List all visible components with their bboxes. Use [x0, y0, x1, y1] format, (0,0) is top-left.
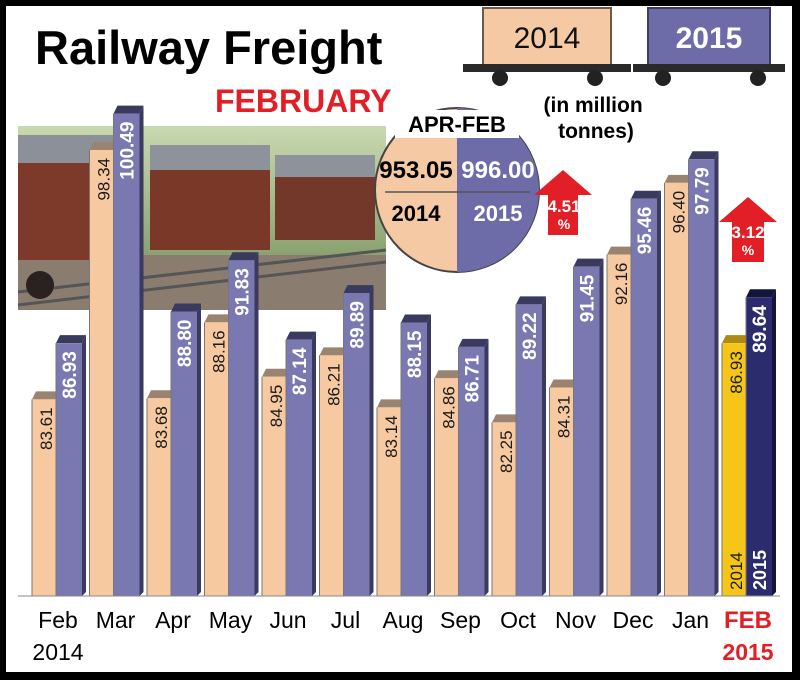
value-label-2015: 89.22	[520, 312, 541, 360]
x-tick-label: Mar	[96, 607, 136, 633]
value-label-2015: 100.49	[118, 122, 139, 180]
summary-year-2014: 2014	[392, 201, 442, 226]
legend-wagon-2014: 2014	[463, 7, 631, 86]
value-label-2014: 98.34	[95, 158, 114, 201]
value-label-2014: 96.40	[670, 191, 689, 234]
unit-note: (in million tonnes)	[544, 94, 649, 143]
x-tick-label: Feb	[38, 607, 78, 633]
x-tick-label: Jun	[269, 607, 306, 633]
value-label-2015: 95.46	[635, 207, 656, 255]
x-tick-label: Jul	[331, 607, 360, 633]
feb-bar-year-2015: 2015	[750, 550, 770, 590]
value-label-2014: 86.93	[727, 351, 746, 394]
legend-label-2015: 2015	[676, 22, 743, 55]
bar-2015	[343, 285, 374, 596]
x-tick-label: Jan	[672, 607, 709, 633]
train-photo	[17, 126, 387, 310]
legend: 2014 2015	[463, 7, 785, 86]
feb-bar-year-2014: 2014	[727, 552, 746, 590]
value-label-2014: 84.86	[440, 386, 459, 429]
value-label-2014: 86.21	[325, 363, 344, 406]
summary-growth-arrow: 4.51 %	[534, 170, 592, 235]
x-tick-label: Apr	[155, 607, 191, 633]
bar-2015	[170, 303, 201, 596]
value-label-2015: 97.79	[693, 167, 714, 215]
summary-heading: APR-FEB	[408, 112, 506, 137]
summary-year-2015: 2015	[474, 201, 523, 226]
value-label-2014: 83.68	[152, 406, 171, 449]
value-label-2015: 91.45	[578, 274, 599, 322]
bar-2014	[204, 314, 235, 596]
x-tick-year-first: 2014	[32, 639, 83, 665]
x-tick-label: Sep	[440, 607, 481, 633]
value-label-2014: 88.16	[210, 330, 229, 373]
chart-title: Railway Freight	[35, 21, 383, 74]
bar-2015	[630, 190, 661, 596]
x-tick-label: Aug	[383, 607, 424, 633]
chart-subtitle: FEBRUARY	[215, 83, 392, 119]
value-label-2014: 82.25	[497, 430, 516, 473]
value-label-2015: 88.80	[175, 320, 196, 368]
feb-growth-percent: %	[742, 242, 755, 258]
bar-2015	[458, 338, 489, 596]
bar-2015	[285, 331, 316, 596]
bar-2015	[745, 289, 776, 596]
bar-2015	[400, 314, 431, 596]
summary-value-2014: 953.05	[379, 157, 452, 184]
feb-growth-arrow: 3.12 %	[719, 197, 777, 262]
value-label-2015: 89.89	[348, 301, 369, 349]
value-label-2014: 84.95	[267, 385, 286, 428]
bar-2015	[228, 252, 259, 596]
x-tick-label: Dec	[613, 607, 654, 633]
summary-growth-percent: %	[558, 216, 571, 232]
value-label-2015: 86.93	[60, 351, 81, 399]
legend-label-2014: 2014	[514, 22, 581, 55]
value-label-2015: 91.83	[233, 268, 254, 316]
bar-2015	[113, 105, 144, 596]
bar-2014	[549, 379, 580, 596]
bar-2015	[55, 335, 86, 596]
value-label-2015: 86.71	[463, 354, 484, 402]
summary-value-2015: 996.00	[461, 157, 534, 184]
feb-growth-value: 3.12	[731, 223, 764, 242]
x-tick-label: May	[209, 607, 253, 633]
bar-2015	[688, 151, 719, 596]
chart-panel: 83.61 86.93 Feb 98.34 100.49 Mar 83.68 88.80 Apr…	[6, 6, 792, 672]
value-label-2014: 83.14	[382, 415, 401, 458]
bar-2015	[573, 258, 604, 596]
value-label-2014: 84.31	[555, 396, 574, 439]
summary-circle: APR-FEB 953.05 996.00 2014 2015	[374, 107, 540, 273]
x-tick-label: Oct	[500, 607, 536, 633]
value-label-2015: 88.15	[405, 330, 426, 378]
value-label-2015: 89.64	[750, 305, 771, 353]
summary-growth-value: 4.51	[547, 197, 580, 216]
x-tick-label: FEB	[724, 607, 772, 634]
legend-wagon-2015: 2015	[633, 7, 785, 86]
value-label-2014: 92.16	[612, 263, 631, 306]
value-label-2015: 87.14	[290, 347, 311, 395]
x-tick-year-last: 2015	[722, 639, 773, 665]
bar-2015	[515, 296, 546, 596]
value-label-2014: 83.61	[37, 407, 56, 450]
x-tick-label: Nov	[555, 607, 596, 633]
